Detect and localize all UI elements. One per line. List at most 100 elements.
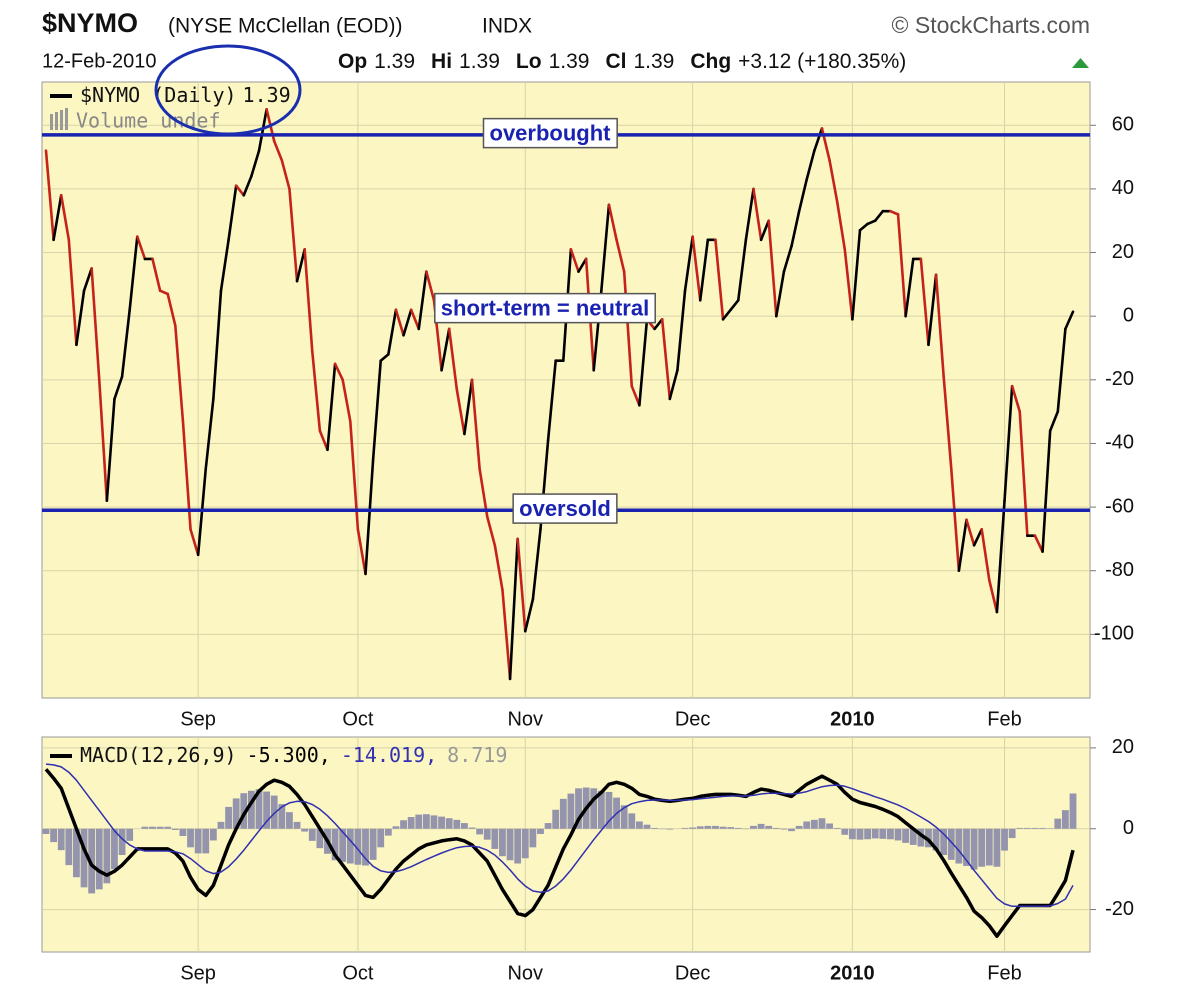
histogram-bar [263,791,271,829]
line-segment [166,292,177,328]
histogram-bar [818,818,826,829]
line-segment [1056,327,1067,413]
histogram-bar [232,798,240,829]
line-segment [523,598,535,633]
histogram-bar [856,828,864,840]
legend-value: -14.019, [341,743,437,767]
line-segment [980,528,991,582]
line-segment [1064,310,1075,331]
histogram-bar [1061,810,1069,829]
line-segment [630,384,641,407]
histogram-bar [788,828,795,832]
x-tick-label: Feb [987,708,1021,730]
histogram-bar [301,828,309,832]
line-segment [995,499,1006,614]
line-segment [934,273,945,378]
line-segment [873,209,885,223]
line-segment [866,219,877,226]
histogram-bar [95,828,103,890]
line-segment [714,238,725,321]
line-segment [234,184,246,197]
credit: © StockCharts.com [892,12,1090,38]
exchange: INDX [482,15,532,38]
histogram-bar [810,819,818,829]
line-segment [174,324,185,423]
histogram-bar [628,813,636,829]
line-segment [44,149,55,242]
histogram-bar [468,827,476,829]
histogram-bar [57,828,65,851]
histogram-bar [559,798,567,829]
line-segment [851,228,862,321]
plot-area [41,81,1091,699]
line-segment [508,537,519,681]
line-segment [272,139,284,162]
histogram-bar [704,825,712,829]
line-segment [759,219,771,242]
histogram-bar [118,828,126,856]
histogram-bar [111,828,118,870]
histogram-bar [407,817,415,829]
line-segment [470,378,481,471]
line-segment [698,238,710,302]
line-segment [828,158,839,203]
histogram-bar [841,828,849,835]
histogram-bar [461,823,468,829]
histogram-bar [141,826,149,829]
histogram-bar [1016,827,1024,829]
histogram-bar [445,818,453,829]
line-segment [1048,410,1060,433]
histogram-bar [187,828,194,848]
histogram-bar [400,820,407,829]
histogram-bar [42,828,50,834]
histogram-bar [772,827,780,829]
histogram-bar [65,828,73,866]
histogram-bar [712,825,719,829]
line-segment [904,257,915,318]
line-segment [721,308,732,321]
histogram-bar [73,828,80,878]
x-tick-label: Nov [507,962,543,984]
histogram-bar [240,793,248,829]
histogram-bar [940,828,948,856]
histogram-bar [696,826,704,829]
line-segment [387,308,398,356]
histogram-bar [422,814,430,829]
histogram-bar [757,823,765,829]
line-segment [752,187,763,242]
line-segment [67,238,78,347]
line-segment [394,308,405,337]
legend-volume-icon [60,110,63,130]
line-segment [463,378,474,436]
line-segment [425,270,436,302]
line-segment [965,518,976,547]
legend-volume-icon [50,114,53,130]
histogram-bar [346,828,354,864]
y-tick-label: 20 [1112,241,1134,263]
line-segment [1041,429,1052,553]
histogram-bar [103,828,111,884]
histogram-bar [1039,827,1046,829]
line-segment [546,359,557,442]
histogram-bar [126,828,134,841]
histogram-bar [514,828,522,864]
quote-value: 1.39 [374,50,415,73]
date: 12-Feb-2010 [42,50,157,72]
histogram-bar [362,828,369,866]
y-tick-label: -80 [1105,559,1134,581]
line-segment [531,528,542,601]
histogram-bar [917,828,925,847]
line-segment [402,308,413,337]
histogram-bar [826,823,833,829]
histogram-bar [354,828,362,865]
y-tick-label: 20 [1112,736,1134,758]
line-segment [949,467,961,573]
legend-text: $NYMO (Daily) 1.39 [80,83,291,107]
x-tick-label: Dec [675,708,711,730]
line-segment [1003,384,1014,503]
annotation: overbought [490,121,612,146]
legend-volume-icon [55,112,58,130]
line-segment [1010,384,1022,413]
histogram-bar [985,828,993,866]
histogram-bar [491,828,499,849]
